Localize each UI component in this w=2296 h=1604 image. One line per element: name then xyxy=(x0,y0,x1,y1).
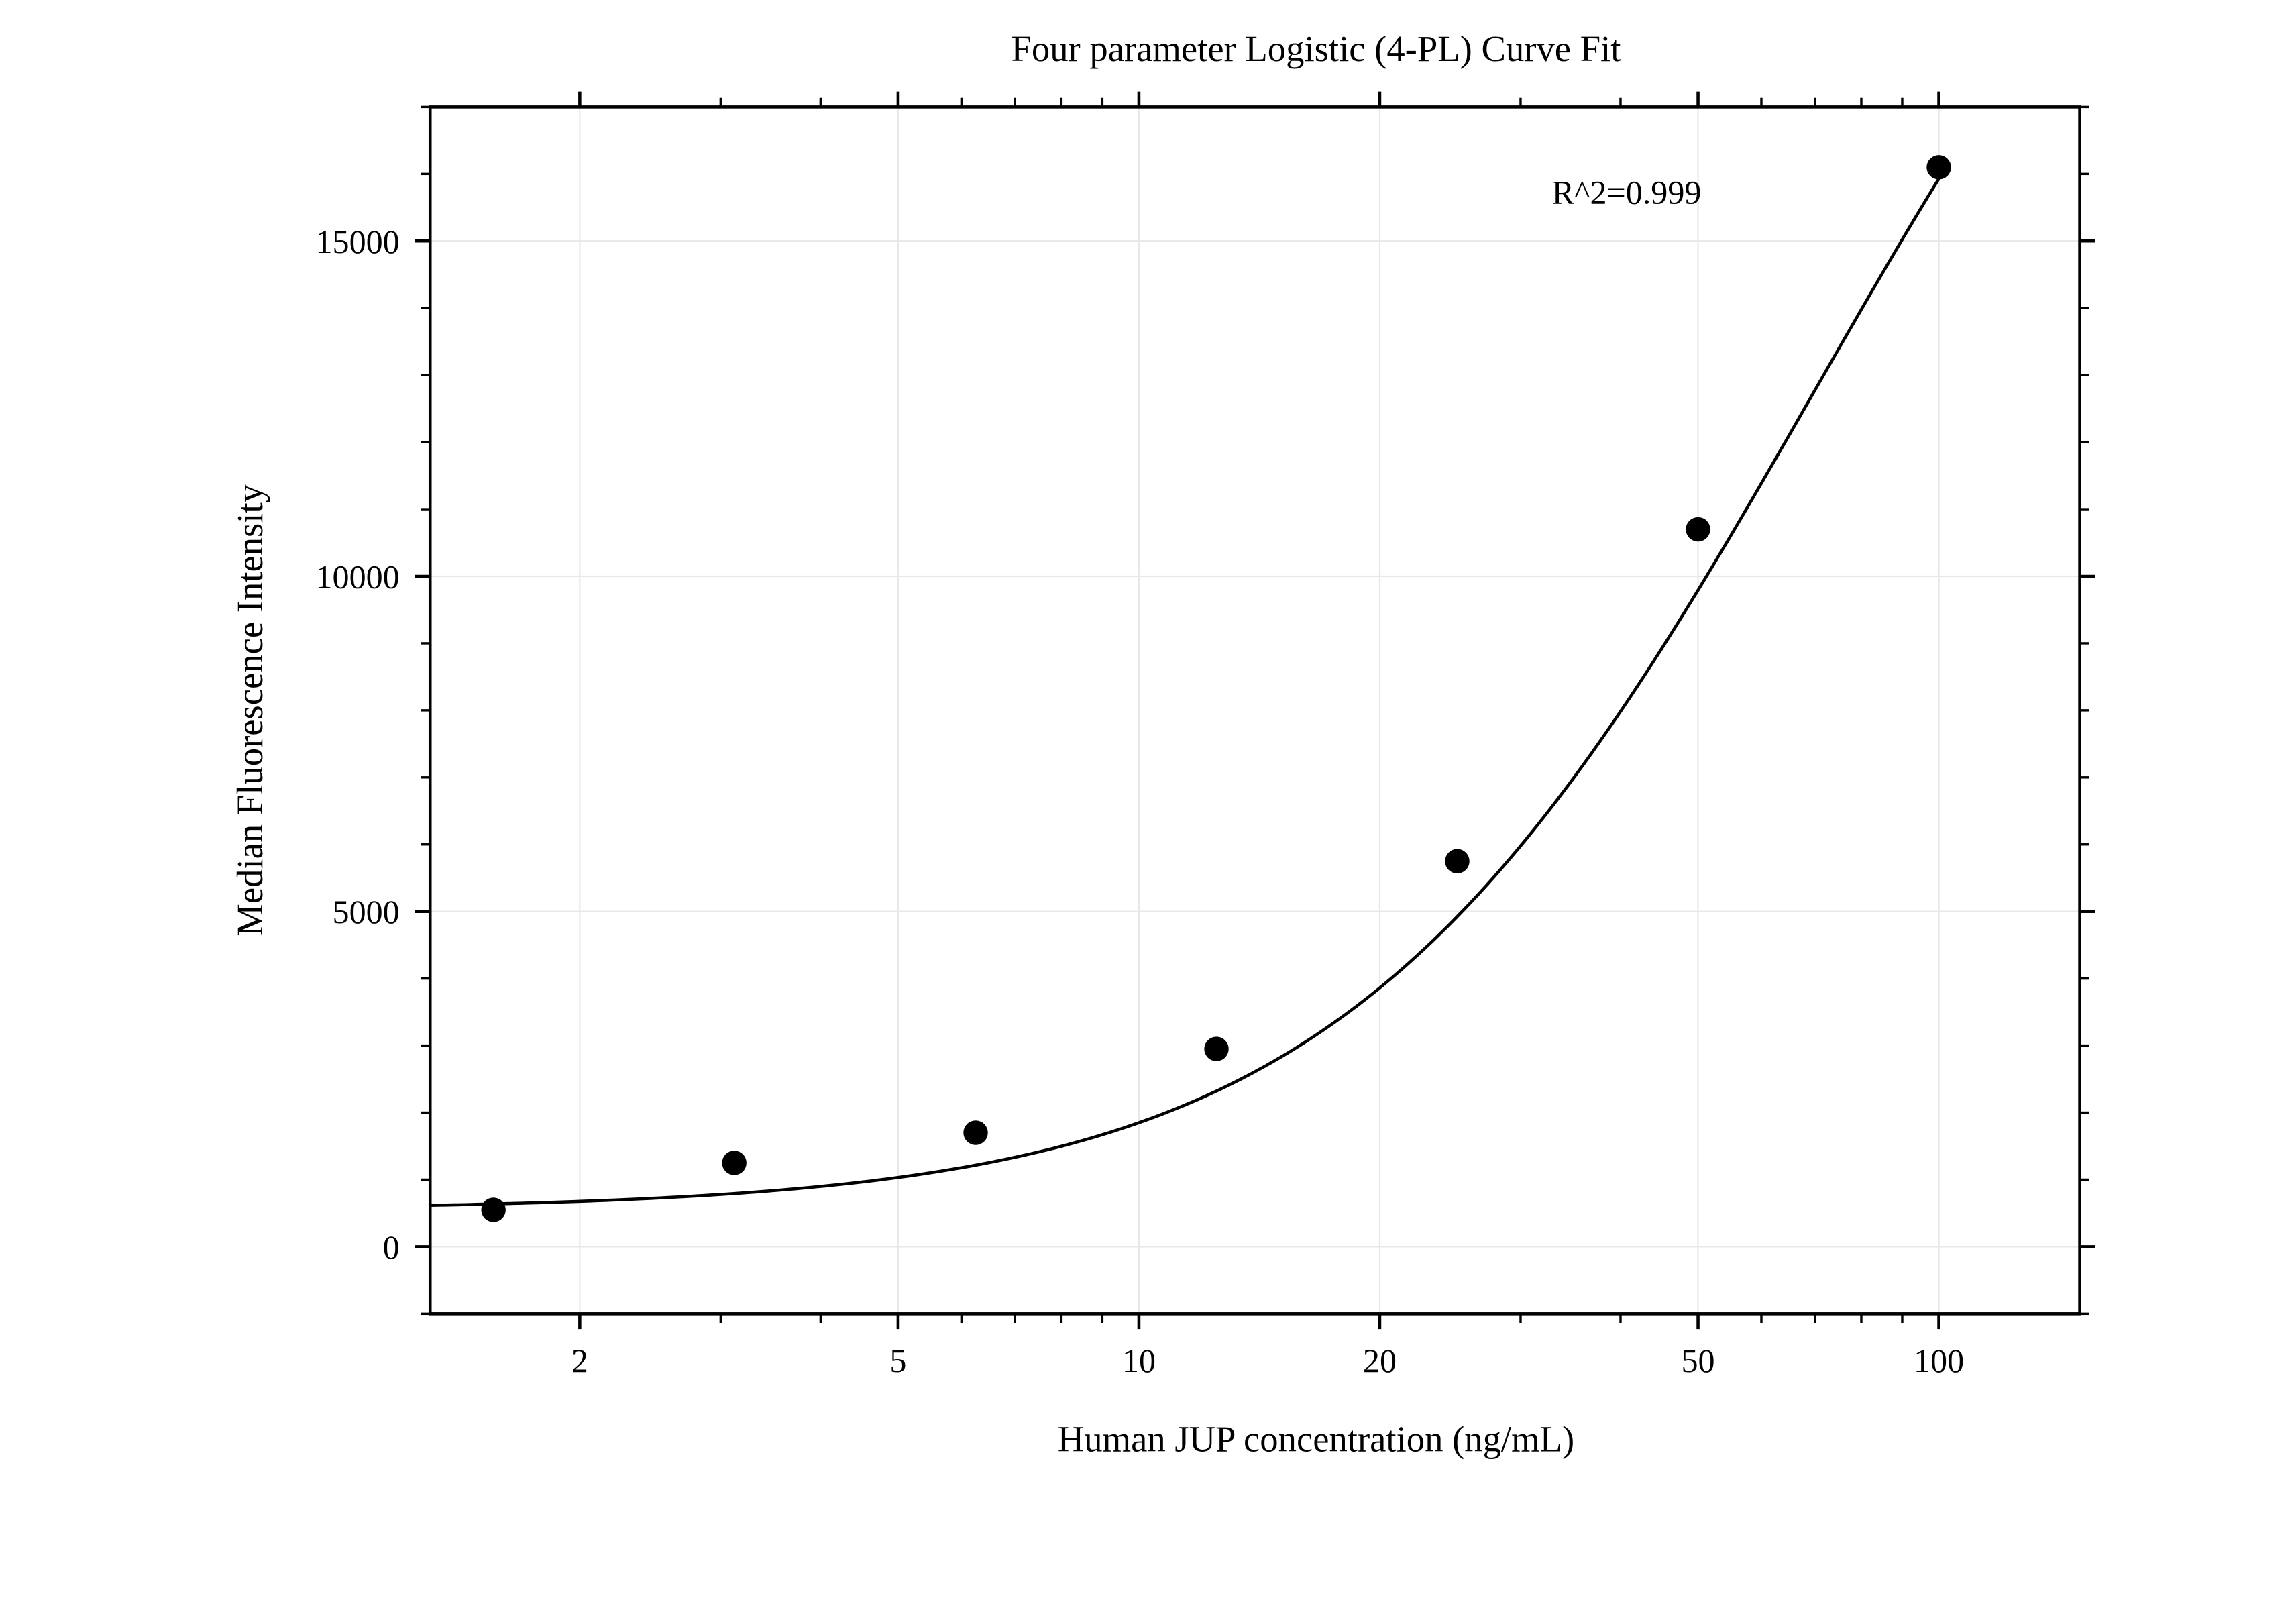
data-point xyxy=(963,1120,987,1144)
y-tick-label: 0 xyxy=(383,1228,400,1266)
data-point xyxy=(1686,517,1710,541)
data-point xyxy=(722,1151,746,1175)
x-axis-label: Human JUP concentration (ng/mL) xyxy=(1058,1418,1574,1459)
y-tick-label: 15000 xyxy=(315,223,399,260)
x-tick-label: 10 xyxy=(1122,1342,1156,1379)
x-tick-label: 100 xyxy=(1914,1342,1964,1379)
chart-title: Four parameter Logistic (4-PL) Curve Fit xyxy=(1012,28,1621,69)
y-axis-label: Median Fluorescence Intensity xyxy=(229,484,270,936)
x-tick-label: 5 xyxy=(889,1342,906,1379)
x-tick-label: 20 xyxy=(1363,1342,1397,1379)
data-point xyxy=(1926,155,1951,179)
data-point xyxy=(1445,849,1469,873)
chart-wrapper: 2 5 10 20 50 100 0 5000 10000 15000 Four parameter… xyxy=(0,0,2296,1604)
plot-area xyxy=(430,107,2079,1314)
data-point xyxy=(481,1197,505,1222)
y-tick-label: 5000 xyxy=(333,893,400,930)
x-tick-label: 50 xyxy=(1682,1342,1715,1379)
x-tick-label: 2 xyxy=(571,1342,588,1379)
data-point xyxy=(1204,1036,1228,1061)
y-tick-label: 10000 xyxy=(315,558,399,596)
chart-svg: 2 5 10 20 50 100 0 5000 10000 15000 Four parameter… xyxy=(0,0,2296,1604)
r-squared-annotation: R^2=0.999 xyxy=(1552,173,1702,211)
